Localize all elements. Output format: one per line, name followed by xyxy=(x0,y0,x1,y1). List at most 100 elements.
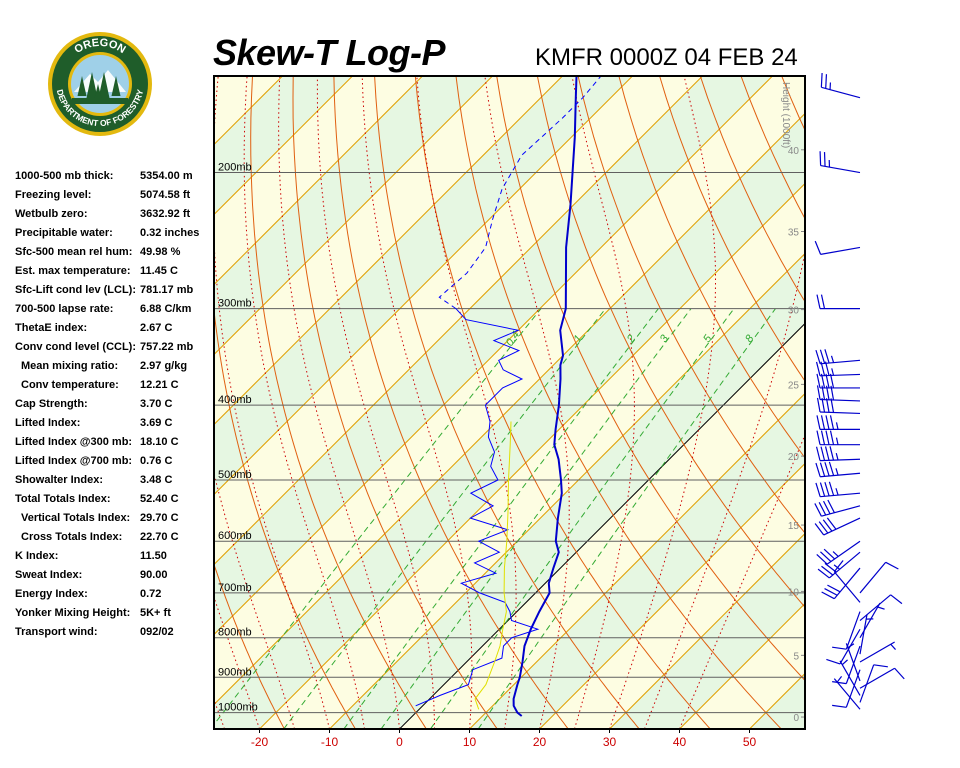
wind-barb-flag xyxy=(819,462,826,477)
wind-barb-staff xyxy=(820,359,861,365)
index-row: Lifted Index @700 mb: 0.76 C xyxy=(15,453,215,472)
wind-barb xyxy=(833,676,861,710)
isobar-label: 700mb xyxy=(218,582,252,594)
wind-barb xyxy=(839,659,861,696)
height-axis-label: Height (1000ft) xyxy=(780,82,791,148)
wind-barb-halfflag xyxy=(835,422,839,430)
wind-barb-flag xyxy=(823,548,836,560)
index-value: 781.17 mb xyxy=(140,284,194,296)
wind-barb-flag xyxy=(819,482,826,497)
wind-barb-flag xyxy=(816,430,821,445)
wind-barb xyxy=(833,560,861,603)
wind-barb-flag xyxy=(820,430,826,445)
index-row: Est. max temperature: 11.45 C xyxy=(15,263,215,282)
temperature-band xyxy=(0,76,213,729)
temperature-band xyxy=(214,113,805,729)
mixing-ratio-line xyxy=(429,308,735,729)
index-row: Lifted Index @300 mb: 18.10 C xyxy=(15,434,215,453)
index-value: 90.00 xyxy=(140,569,168,581)
isobars: 1000mb 900mb 800mb 700mb 600mb 500mb 400mb 300m… xyxy=(214,82,805,724)
dry-adiabat-line xyxy=(904,76,960,729)
index-row: Conv temperature: 12.21 C xyxy=(15,377,215,396)
wind-barb xyxy=(816,373,860,389)
wind-barb-staff xyxy=(845,645,861,684)
wind-barb xyxy=(859,561,899,594)
temperature-band xyxy=(0,76,73,729)
wind-barb-flag xyxy=(833,560,844,573)
wind-barb-staff xyxy=(820,472,861,478)
wind-barb xyxy=(859,641,896,663)
wind-barb-flag xyxy=(816,397,821,413)
wind-barb-staff xyxy=(839,628,861,665)
wind-barb-staff xyxy=(833,678,861,710)
wind-barb-flag xyxy=(823,152,826,167)
wind-barb-halfflag xyxy=(835,437,839,445)
temperature-tick-label: 0 xyxy=(396,735,403,749)
wind-barb-staff xyxy=(820,373,861,377)
isotherm-line xyxy=(679,602,805,729)
wind-barb-staff xyxy=(820,398,861,402)
temperature-tick-label: 50 xyxy=(743,735,757,749)
index-label: Wetbulb zero: xyxy=(15,208,88,220)
wind-barb-staff xyxy=(859,614,868,655)
wind-barb-flag xyxy=(815,482,821,497)
wind-barb xyxy=(816,415,860,431)
wind-barb xyxy=(859,664,888,703)
index-label: 1000-500 mb thick: xyxy=(15,170,114,182)
wind-barb xyxy=(826,628,861,665)
isotherm-line xyxy=(214,76,773,636)
mixing-ratio-label: 1 xyxy=(572,333,585,345)
index-row: Yonker Mixing Height: 5K+ ft xyxy=(15,605,215,624)
wind-barb-staff xyxy=(820,458,861,462)
wind-barb-flag xyxy=(816,415,821,430)
isotherm-line xyxy=(214,76,703,566)
index-row: Total Totals Index: 52.40 C xyxy=(15,491,215,510)
height-tick-label: 5 xyxy=(793,651,799,662)
index-value: 49.98 % xyxy=(140,246,181,258)
wind-barb xyxy=(817,551,861,579)
index-row: Showalter Index: 3.48 C xyxy=(15,472,215,491)
wind-barb-flag xyxy=(885,561,899,570)
wind-barb-flag xyxy=(815,349,821,364)
wind-barb-flag xyxy=(824,482,830,497)
isotherm-line xyxy=(214,112,805,706)
wind-barb-flag xyxy=(815,446,821,461)
wind-barb-flag xyxy=(890,594,903,605)
index-label: Cap Strength: xyxy=(15,398,88,410)
parcel-line xyxy=(474,421,512,710)
wind-barb-halfflag xyxy=(877,606,885,610)
wind-barb-flag xyxy=(821,397,826,413)
isotherm-line xyxy=(539,462,805,729)
wind-barb-flag xyxy=(818,521,829,534)
chart-title: Skew-T Log-P xyxy=(213,32,446,73)
wind-barb-staff xyxy=(820,165,861,174)
index-label: Lifted Index @300 mb: xyxy=(15,436,133,448)
wind-barb xyxy=(814,499,861,517)
temperature-band xyxy=(0,76,3,729)
wind-barb-flag xyxy=(820,551,832,563)
height-tick-label: 15 xyxy=(788,521,800,532)
index-row: Transport wind: 092/02 xyxy=(15,624,215,643)
plot-frame xyxy=(213,75,806,730)
logo-mountain-icon xyxy=(74,70,126,92)
mixing-ratio-line xyxy=(214,308,542,726)
dewpoint-line xyxy=(415,308,540,707)
wind-barb xyxy=(815,361,861,377)
index-value: 3632.92 ft xyxy=(140,208,191,220)
wind-barb-flag xyxy=(825,373,830,389)
index-label: Freezing level: xyxy=(15,189,92,201)
temperature-tick-label: 10 xyxy=(463,735,477,749)
dry-adiabat-line xyxy=(863,76,960,729)
wind-barb-flag xyxy=(815,462,821,477)
sounding-indices-panel: 1000-500 mb thick: 5354.00 m Freezing leve… xyxy=(15,168,215,643)
wind-barb-staff xyxy=(828,551,861,579)
wind-barbs xyxy=(814,72,905,710)
index-label: Conv cond level (CCL): xyxy=(15,341,137,353)
wind-barb-flag xyxy=(826,517,837,530)
index-row: Energy Index: 0.72 xyxy=(15,586,215,605)
wind-barb-flag xyxy=(816,294,821,309)
wind-barb xyxy=(859,602,885,639)
wind-barb-flag xyxy=(824,361,830,376)
height-tick-label: 30 xyxy=(788,306,800,317)
wind-barb xyxy=(832,645,861,685)
